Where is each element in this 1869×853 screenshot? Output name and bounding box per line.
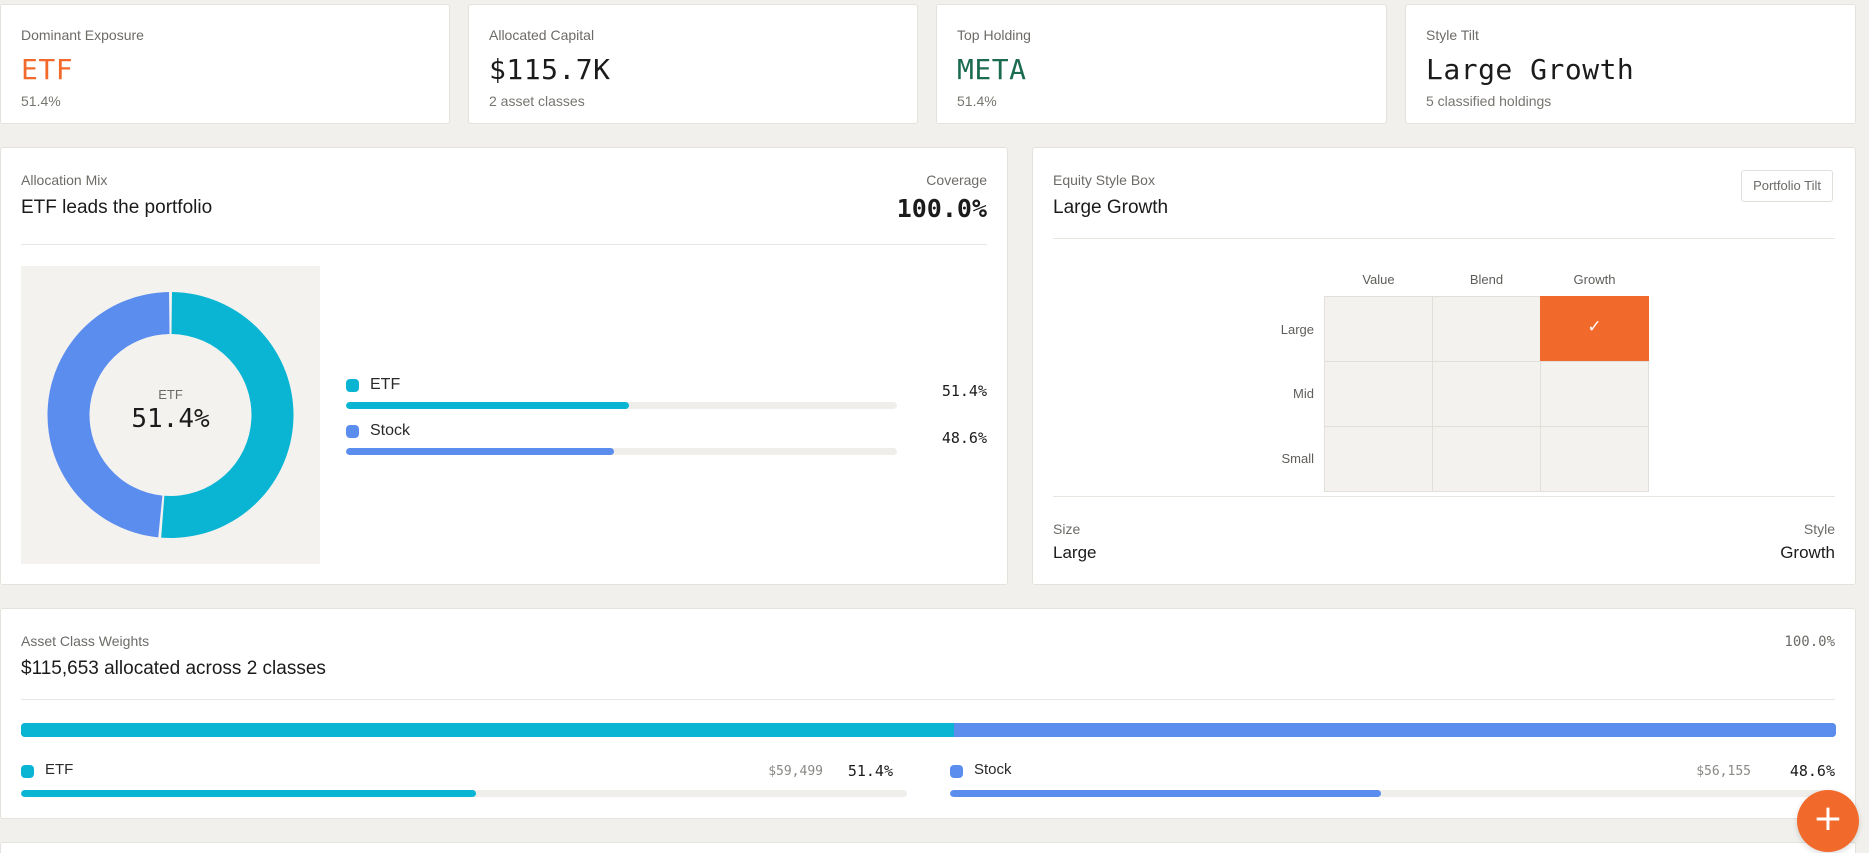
- weight-amount: $56,155: [1696, 764, 1751, 779]
- kpi-sub: 2 asset classes: [489, 93, 585, 109]
- column-label-growth: Growth: [1573, 272, 1616, 287]
- style-cell-small-growth: [1540, 426, 1649, 492]
- kpi-label: Style Tilt: [1426, 27, 1479, 43]
- style-cell-large-growth: ✓: [1540, 296, 1649, 362]
- legend-dot: [346, 379, 359, 392]
- legend-dot: [21, 765, 34, 778]
- divider: [21, 699, 1835, 700]
- donut-chart-panel: ETF 51.4%: [21, 266, 320, 564]
- style-value: Growth: [1780, 543, 1835, 562]
- donut-center-value: 51.4%: [131, 404, 210, 434]
- legend-name: ETF: [45, 761, 74, 778]
- portfolio-tilt-button[interactable]: Portfolio Tilt: [1741, 170, 1833, 202]
- progress-track: [950, 790, 1836, 797]
- kpi-sub: 51.4%: [21, 93, 61, 109]
- row-label-large: Large: [1280, 322, 1314, 337]
- style-cell-mid-blend: [1432, 361, 1541, 427]
- kpi-card-dominant-exposure: Dominant Exposure ETF 51.4%: [0, 4, 450, 124]
- stacked-weight-bar: [21, 723, 1836, 737]
- add-fab-button[interactable]: +: [1797, 790, 1859, 852]
- legend-name: ETF: [370, 376, 401, 393]
- donut-chart: [47, 292, 294, 538]
- kpi-label: Top Holding: [957, 27, 1031, 43]
- progress-fill: [950, 790, 1381, 797]
- weight-pct: 51.4%: [847, 762, 893, 780]
- divider: [1053, 238, 1835, 239]
- size-label: Size: [1053, 521, 1081, 537]
- kpi-value: $115.7K: [489, 53, 611, 86]
- allocation-label: Allocation Mix: [21, 172, 108, 188]
- divider: [1053, 496, 1835, 497]
- progress-track: [346, 402, 897, 409]
- progress-track: [21, 790, 907, 797]
- row-label-small: Small: [1281, 451, 1314, 466]
- legend-pct: 48.6%: [941, 429, 987, 447]
- style-cell-mid-value: [1324, 361, 1433, 427]
- size-value: Large: [1053, 543, 1097, 562]
- style-box-title: Large Growth: [1053, 197, 1169, 218]
- kpi-sub: 5 classified holdings: [1426, 93, 1552, 109]
- style-cell-small-blend: [1432, 426, 1541, 492]
- kpi-label: Dominant Exposure: [21, 27, 144, 43]
- legend-dot: [346, 425, 359, 438]
- kpi-label: Allocated Capital: [489, 27, 595, 43]
- progress-fill: [346, 402, 630, 409]
- weight-amount: $59,499: [768, 764, 823, 779]
- legend-name: Stock: [370, 422, 411, 439]
- style-cell-mid-growth: [1540, 361, 1649, 427]
- kpi-value: ETF: [21, 53, 74, 86]
- plus-icon: +: [1812, 798, 1844, 839]
- progress-track: [346, 448, 897, 455]
- weights-title: $115,653 allocated across 2 classes: [21, 658, 326, 679]
- legend-dot: [950, 765, 963, 778]
- stacked-segment-etf: [21, 723, 954, 737]
- kpi-value: Large Growth: [1426, 53, 1635, 86]
- coverage-value: 100.0%: [896, 194, 987, 223]
- progress-fill: [21, 790, 477, 797]
- legend-name: Stock: [974, 761, 1012, 778]
- kpi-card-allocated-capital: Allocated Capital $115.7K 2 asset classe…: [468, 4, 918, 124]
- allocation-title: ETF leads the portfolio: [21, 197, 213, 218]
- check-icon: ✓: [1587, 317, 1602, 337]
- column-label-value: Value: [1362, 272, 1395, 287]
- donut-segment-stock: [47, 292, 170, 538]
- asset-class-weights-card: Asset Class Weights $115,653 allocated a…: [0, 608, 1856, 819]
- equity-style-box-card: Equity Style Box Large Growth Portfolio …: [1032, 147, 1856, 585]
- weight-pct: 48.6%: [1789, 762, 1835, 780]
- style-cell-small-value: [1324, 426, 1433, 492]
- kpi-value: META: [957, 53, 1027, 86]
- kpi-card-top-holding: Top Holding META 51.4%: [936, 4, 1387, 124]
- next-section-card: [0, 842, 1856, 853]
- style-cell-large-value: [1324, 296, 1433, 362]
- allocation-mix-card: Allocation Mix ETF leads the portfolio C…: [0, 147, 1008, 585]
- donut-center-label: ETF: [158, 387, 183, 402]
- stacked-segment-stock: [953, 723, 1836, 737]
- progress-fill: [346, 448, 614, 455]
- row-label-mid: Mid: [1293, 386, 1314, 401]
- style-cell-large-blend: [1432, 296, 1541, 362]
- style-label: Style: [1803, 521, 1835, 537]
- donut-segment-etf: [161, 292, 294, 538]
- weights-total-pct: 100.0%: [1784, 634, 1835, 650]
- kpi-sub: 51.4%: [957, 93, 997, 109]
- weights-label: Asset Class Weights: [21, 633, 150, 649]
- style-box-label: Equity Style Box: [1053, 172, 1155, 188]
- legend-pct: 51.4%: [941, 382, 987, 400]
- kpi-card-style-tilt: Style Tilt Large Growth 5 classified hol…: [1405, 4, 1856, 124]
- divider: [21, 244, 987, 245]
- column-label-blend: Blend: [1469, 272, 1504, 287]
- coverage-label: Coverage: [926, 172, 987, 188]
